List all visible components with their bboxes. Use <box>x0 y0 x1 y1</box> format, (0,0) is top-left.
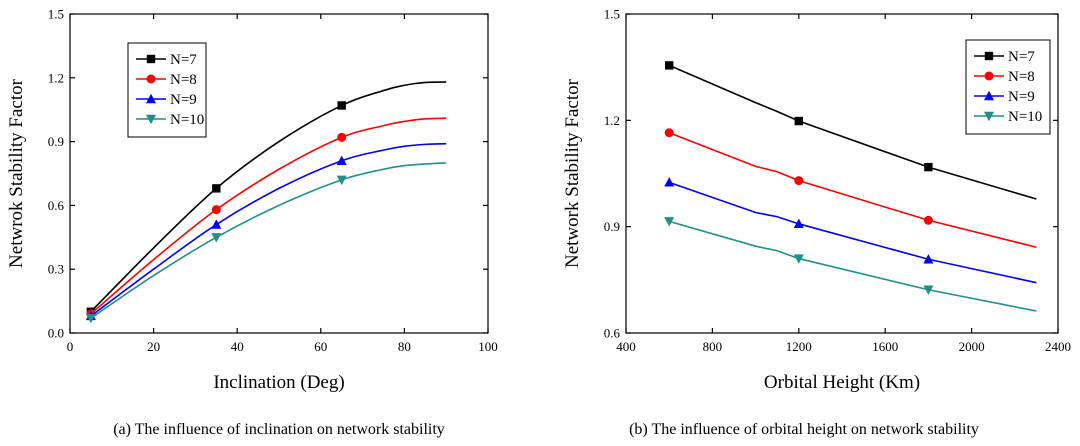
x-tick-label: 2000 <box>959 339 985 354</box>
x-tick-label: 20 <box>147 339 160 354</box>
data-point-N=10 <box>85 313 96 324</box>
legend-marker <box>984 51 994 61</box>
plot-frame <box>69 13 489 334</box>
legend-label: N=8 <box>170 72 197 88</box>
legend: N=7 N=8 N=9 N=10 <box>965 39 1051 135</box>
data-point-N=10 <box>336 175 347 186</box>
legend-label: N=7 <box>1008 49 1035 65</box>
x-tick-label: 40 <box>231 339 244 354</box>
series-line-N=9 <box>90 142 447 317</box>
data-point-N=8 <box>923 215 933 225</box>
legend-label: N=10 <box>1008 109 1042 125</box>
data-point-N=7 <box>665 61 674 70</box>
y-tick-label: 1.2 <box>604 113 620 128</box>
x-tick-label: 1200 <box>786 339 812 354</box>
data-point-N=10 <box>664 217 675 227</box>
data-point-N=9 <box>793 218 804 229</box>
series-line-N=7 <box>90 81 447 313</box>
legend-label: N=8 <box>1008 69 1035 85</box>
series-line-N=7 <box>668 64 1037 200</box>
data-point-N=10 <box>923 285 934 295</box>
chart-orbital-height: 400 800 1200 1600 2000 2400 0.6 0.9 1.2 1.5 Orbita… <box>562 7 1071 394</box>
data-point-N=10 <box>793 254 804 264</box>
legend-marker <box>146 114 156 125</box>
data-point-N=8 <box>211 205 221 215</box>
plot-frame <box>625 13 1059 334</box>
y-tick-label: 1.2 <box>48 70 64 85</box>
data-point-N=9 <box>336 155 347 165</box>
legend-marker <box>146 74 156 84</box>
legend-marker <box>984 90 994 101</box>
legend-marker <box>984 71 994 81</box>
x-tick-label: 400 <box>616 339 636 354</box>
data-point-N=7 <box>337 101 346 110</box>
data-point-N=9 <box>664 177 675 187</box>
y-tick-label: 0.6 <box>604 326 621 341</box>
series-line-N=10 <box>668 220 1037 312</box>
x-tick-label: 100 <box>478 339 498 354</box>
series-line-N=8 <box>90 117 447 315</box>
x-axis-title: Inclination (Deg) <box>213 372 344 393</box>
data-point-N=7 <box>924 162 933 172</box>
x-tick-label: 2400 <box>1045 339 1071 354</box>
data-point-N=9 <box>923 254 934 264</box>
data-point-N=8 <box>664 128 674 138</box>
legend-label: N=9 <box>1008 89 1035 105</box>
data-point-N=7 <box>212 184 221 193</box>
legend-marker <box>984 111 994 122</box>
y-tick-label: 0.9 <box>604 219 620 234</box>
series-line-N=9 <box>668 181 1037 284</box>
y-tick-label: 0.6 <box>48 198 65 213</box>
y-tick-label: 0.3 <box>48 262 64 277</box>
x-tick-label: 60 <box>314 339 327 354</box>
y-axis-title: Network Stability Factor <box>562 78 583 268</box>
x-tick-label: 80 <box>398 339 411 354</box>
data-point-N=9 <box>211 219 222 229</box>
legend-label: N=9 <box>170 92 197 108</box>
x-tick-label: 1600 <box>872 339 898 354</box>
y-tick-label: 1.5 <box>48 7 64 22</box>
y-axis-title: Netwrok Stability Factor <box>6 78 27 268</box>
y-tick-label: 0.0 <box>48 326 64 341</box>
legend-marker <box>146 54 156 64</box>
legend-marker <box>146 93 156 104</box>
data-point-N=8 <box>337 132 347 142</box>
x-tick-label: 800 <box>703 339 723 354</box>
legend-label: N=7 <box>170 52 197 68</box>
caption-b: (b) The influence of orbital height on n… <box>629 421 979 438</box>
y-tick-label: 0.9 <box>48 134 64 149</box>
x-tick-label: 0 <box>67 339 74 354</box>
chart-inclination: 0 20 40 60 80 100 0.0 0.3 0.6 0.9 1.2 1.5 Inclinatio… <box>6 7 498 394</box>
series-line-N=8 <box>668 131 1037 249</box>
data-point-N=10 <box>211 233 222 243</box>
y-tick-label: 1.5 <box>604 7 620 22</box>
legend: N=7 N=8 N=9 N=10 <box>127 42 207 138</box>
caption-a: (a) The influence of inclination on netw… <box>113 421 445 438</box>
series-line-N=10 <box>90 162 447 319</box>
data-point-N=7 <box>794 116 803 126</box>
x-axis-title: Orbital Height (Km) <box>764 372 920 393</box>
data-point-N=8 <box>794 176 804 186</box>
legend-label: N=10 <box>170 112 204 128</box>
